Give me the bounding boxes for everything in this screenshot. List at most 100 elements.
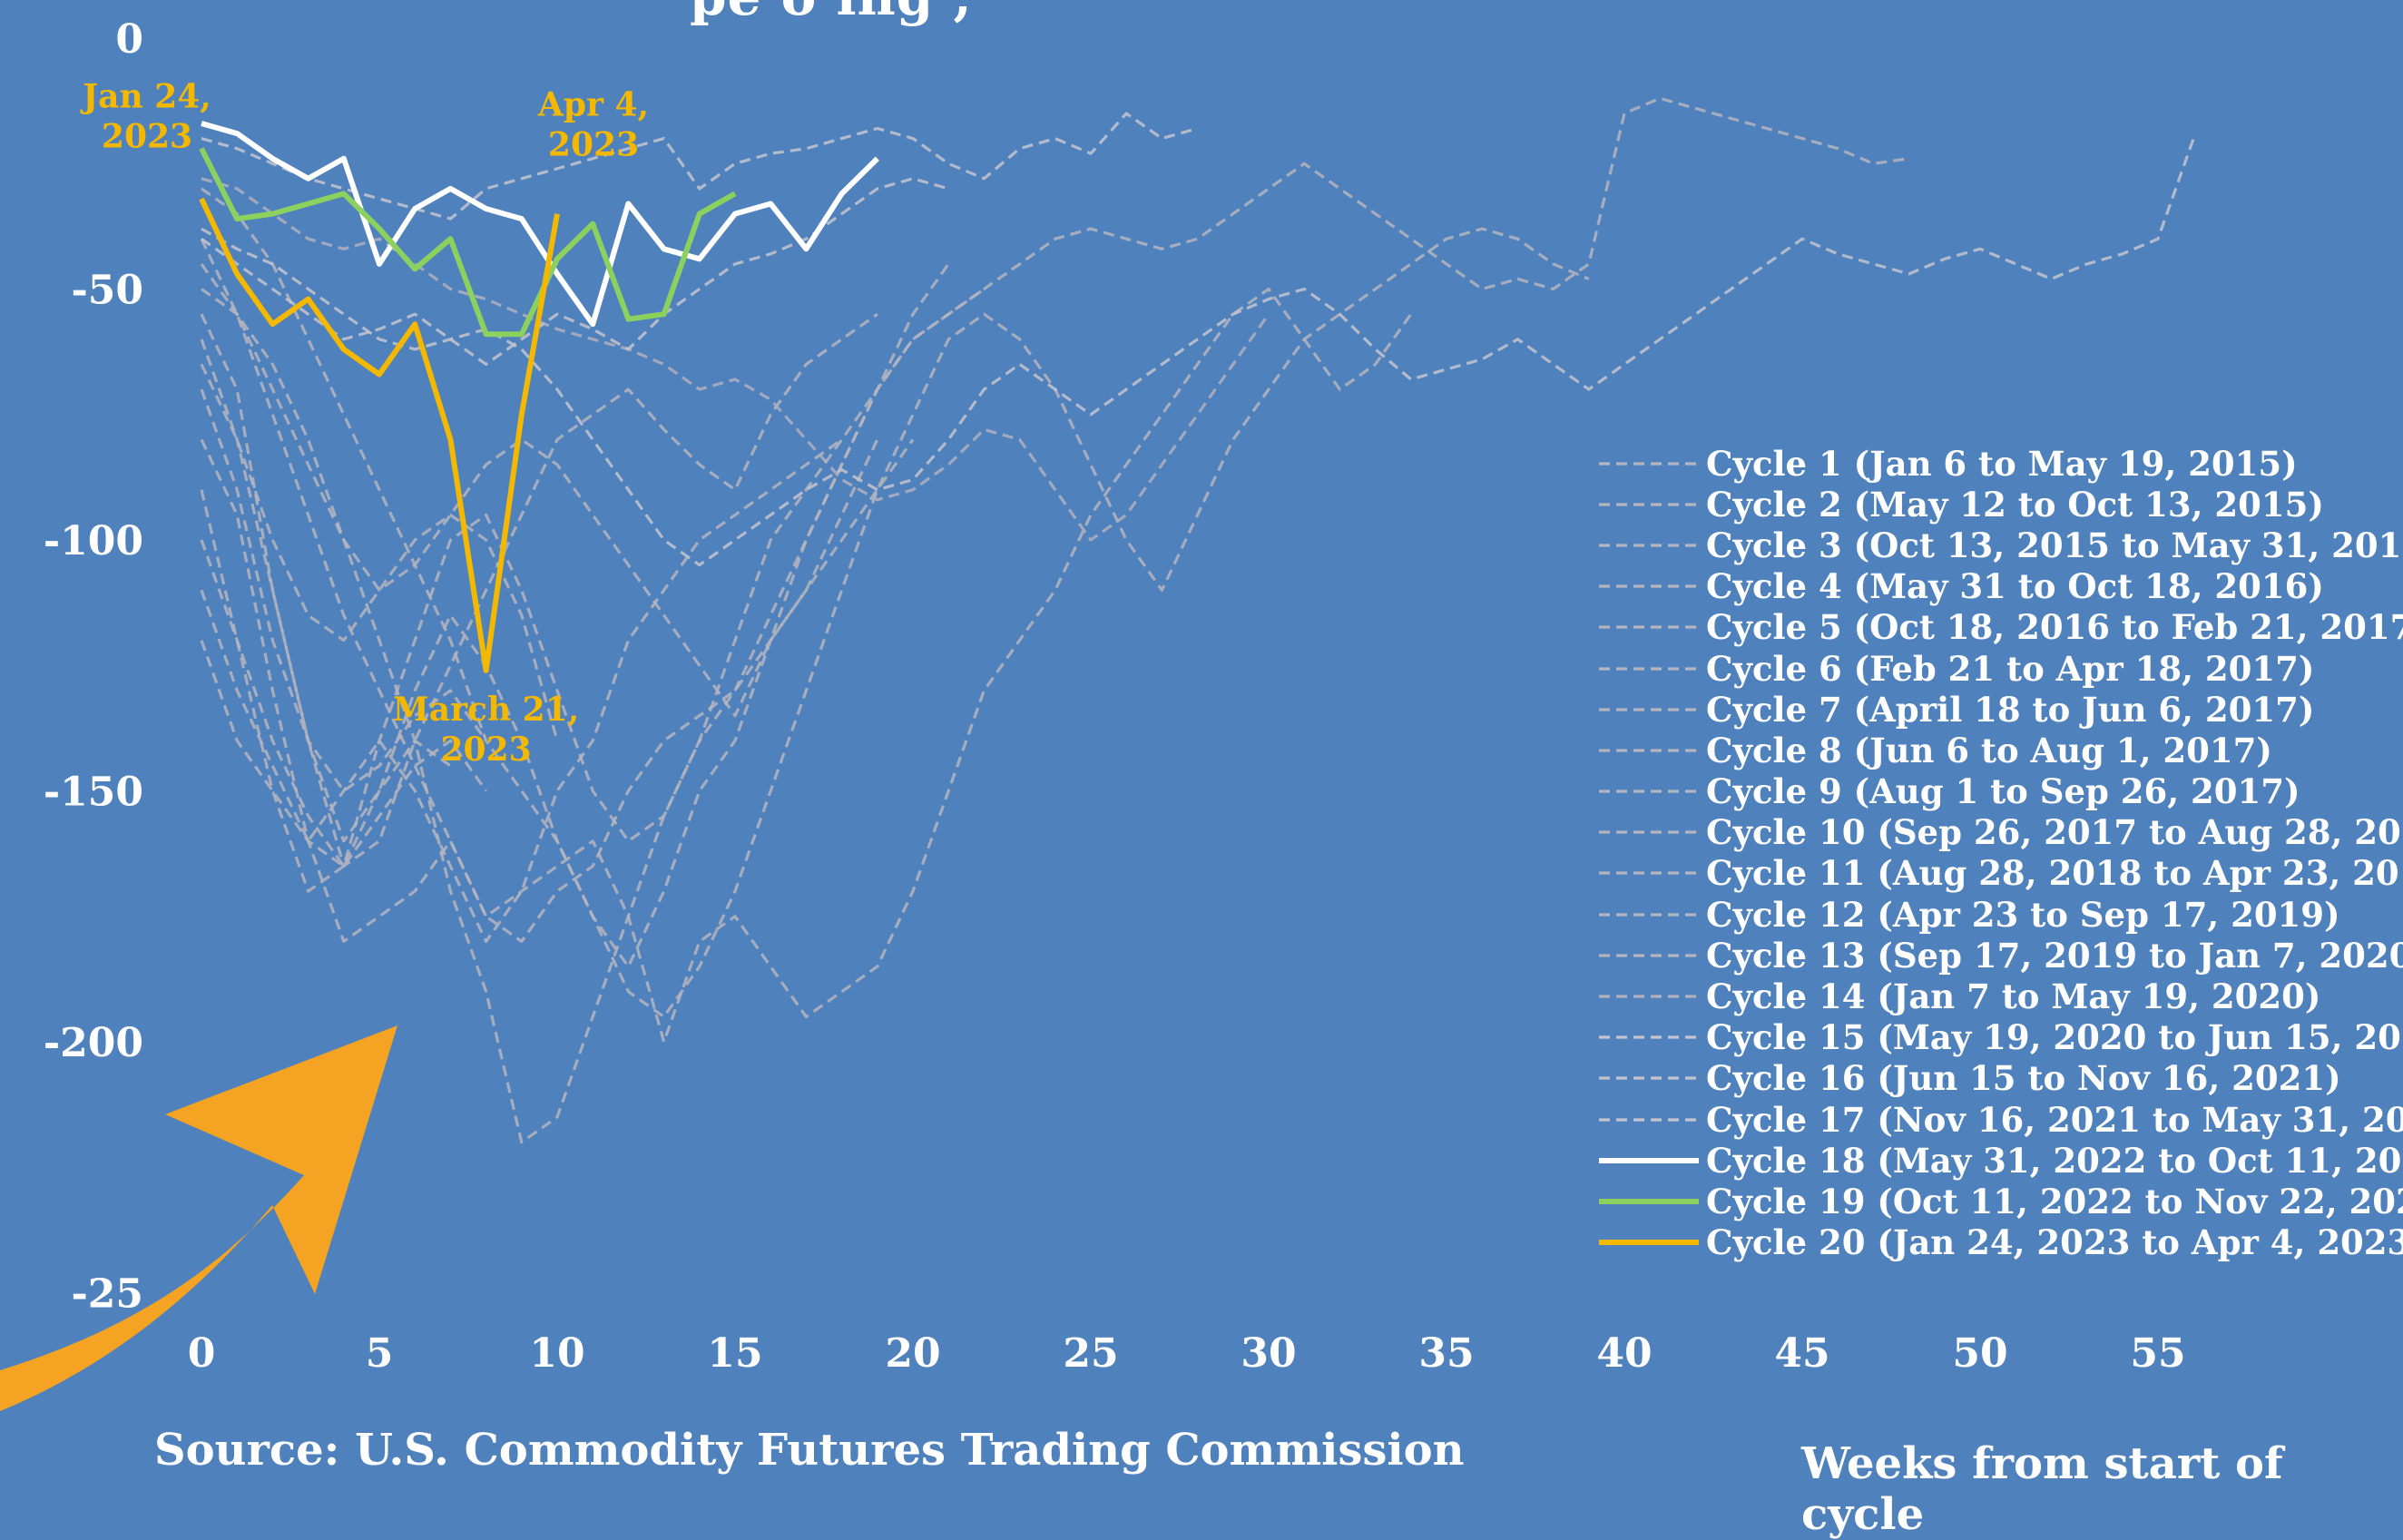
legend-label: Cycle 11 (Aug 28, 2018 to Apr 23, 2019) xyxy=(1706,853,2403,894)
annotation-2: Apr 4, 2023 xyxy=(537,86,649,164)
series-line-4 xyxy=(200,438,879,944)
legend-swatch xyxy=(1599,503,1699,506)
legend-swatch xyxy=(1599,584,1699,588)
y-tick-label: -200 xyxy=(44,1020,143,1066)
legend-label: Cycle 14 (Jan 7 to May 19, 2020) xyxy=(1706,976,2321,1017)
y-tick-label: 0 xyxy=(115,16,143,63)
legend-swatch xyxy=(1599,790,1699,793)
series-line-11 xyxy=(200,238,1413,1044)
legend-swatch xyxy=(1599,1035,1699,1039)
legend-label: Cycle 2 (May 12 to Oct 13, 2015) xyxy=(1706,484,2324,525)
x-axis-title: Weeks from start of cycle xyxy=(1801,1438,2283,1540)
series-line-17 xyxy=(201,112,1199,221)
series-line-9 xyxy=(200,388,487,793)
legend-label: Cycle 16 (Jun 15 to Nov 16, 2021) xyxy=(1706,1058,2341,1099)
legend-label: Cycle 19 (Oct 11, 2022 to Nov 22, 2022) xyxy=(1706,1181,2403,1221)
series-line-20 xyxy=(199,197,560,673)
x-tick-label: 5 xyxy=(366,1330,394,1377)
legend-label: Cycle 18 (May 31, 2022 to Oct 11, 2022) xyxy=(1706,1140,2403,1181)
annotation-1: Jan 24, 2023 xyxy=(80,77,211,155)
legend-item-9: Cycle 9 (Aug 1 to Sep 26, 2017) xyxy=(1599,771,2398,812)
chart-title-fragment: pe o ing , xyxy=(690,0,973,27)
series-line-14 xyxy=(201,177,1270,542)
x-tick-label: 40 xyxy=(1596,1330,1652,1377)
chart-svg: 0 -50 -100 -150 -200 -25 0 5 10 15 20 25 30 35 40 45 50… xyxy=(0,16,2195,1411)
legend-item-18: Cycle 18 (May 31, 2022 to Oct 11, 2022) xyxy=(1599,1140,2403,1181)
series-line-7 xyxy=(200,539,452,868)
x-tick-label: 50 xyxy=(1952,1330,2007,1377)
legend-item-20: Cycle 20 (Jan 24, 2023 to Apr 4, 2023) xyxy=(1599,1222,2403,1263)
x-tick-label: 20 xyxy=(885,1330,940,1377)
y-tick-label: -100 xyxy=(44,518,143,564)
legend-swatch xyxy=(1599,544,1699,547)
series-line-2 xyxy=(200,288,986,893)
series-line-5 xyxy=(200,438,843,944)
legend-swatch xyxy=(1599,708,1699,711)
legend-swatch xyxy=(1599,913,1699,917)
legend-item-17: Cycle 17 (Nov 16, 2021 to May 31, 2022) xyxy=(1599,1099,2403,1140)
annotation-3: March 21, 2023 xyxy=(393,691,579,769)
legend-label: Cycle 7 (April 18 to Jun 6, 2017) xyxy=(1706,689,2315,730)
legend-item-7: Cycle 7 (April 18 to Jun 6, 2017) xyxy=(1599,689,2398,730)
legend-swatch xyxy=(1599,871,1699,876)
legend-item-11: Cycle 11 (Aug 28, 2018 to Apr 23, 2019) xyxy=(1599,853,2403,894)
source-note: Source: U.S. Commodity Futures Trading C… xyxy=(154,1425,1465,1476)
legend-swatch xyxy=(1599,1198,1699,1204)
legend-swatch xyxy=(1599,461,1699,466)
series-line-13 xyxy=(200,262,915,718)
y-axis-ticks: 0 -50 -100 -150 -200 -25 xyxy=(44,16,143,1318)
legend-swatch xyxy=(1599,625,1699,629)
legend-item-5: Cycle 5 (Oct 18, 2016 to Feb 21, 2017) xyxy=(1599,607,2403,648)
series-line-19 xyxy=(199,147,737,338)
legend-swatch xyxy=(1599,1240,1699,1246)
legend-swatch xyxy=(1599,666,1699,671)
legend-label: Cycle 4 (May 31 to Oct 18, 2016) xyxy=(1706,566,2324,607)
y-tick-label: -50 xyxy=(72,268,144,314)
legend-item-2: Cycle 2 (May 12 to Oct 13, 2015) xyxy=(1599,484,2398,525)
x-axis-ticks: 0 5 10 15 20 25 30 35 40 45 50 55 xyxy=(188,1330,2186,1377)
legend-item-4: Cycle 4 (May 31 to Oct 18, 2016) xyxy=(1599,566,2398,607)
series-line-12 xyxy=(201,262,950,1144)
series-layer xyxy=(199,96,2195,1144)
legend-label: Cycle 8 (Jun 6 to Aug 1, 2017) xyxy=(1706,730,2272,770)
x-tick-label: 25 xyxy=(1063,1330,1118,1377)
legend-swatch xyxy=(1599,1157,1699,1163)
x-tick-label: 55 xyxy=(2130,1330,2185,1377)
legend-swatch xyxy=(1599,954,1699,957)
legend-label: Cycle 17 (Nov 16, 2021 to May 31, 2022) xyxy=(1706,1099,2403,1140)
annotations-layer: Jan 24, 2023 Apr 4, 2023 March 21, 2023 xyxy=(80,77,649,768)
legend-label: Cycle 13 (Sep 17, 2019 to Jan 7, 2020) xyxy=(1706,935,2403,976)
legend-swatch xyxy=(1599,830,1699,834)
legend-swatch xyxy=(1599,749,1699,752)
series-line-10 xyxy=(201,187,1590,1019)
legend-label: Cycle 9 (Aug 1 to Sep 26, 2017) xyxy=(1706,771,2300,812)
legend-label: Cycle 10 (Sep 26, 2017 to Aug 28, 2018) xyxy=(1706,812,2403,853)
legend-item-16: Cycle 16 (Jun 15 to Nov 16, 2021) xyxy=(1599,1058,2398,1099)
legend-item-6: Cycle 6 (Feb 21 to Apr 18, 2017) xyxy=(1599,648,2398,689)
x-tick-label: 45 xyxy=(1774,1330,1829,1377)
y-tick-label: -25 xyxy=(72,1271,144,1318)
legend-item-1: Cycle 1 (Jan 6 to May 19, 2015) xyxy=(1599,443,2398,484)
legend-label: Cycle 15 (May 19, 2020 to Jun 15, 2021) xyxy=(1706,1017,2403,1058)
legend-label: Cycle 1 (Jan 6 to May 19, 2015) xyxy=(1706,443,2298,484)
legend-item-15: Cycle 15 (May 19, 2020 to Jun 15, 2021) xyxy=(1599,1017,2403,1058)
legend-item-3: Cycle 3 (Oct 13, 2015 to May 31, 2016) xyxy=(1599,525,2403,565)
series-line-1 xyxy=(200,312,878,868)
legend-label: Cycle 6 (Feb 21 to Apr 18, 2017) xyxy=(1706,648,2315,689)
legend-swatch xyxy=(1599,1076,1699,1081)
x-tick-label: 0 xyxy=(188,1330,216,1377)
orange-arrow xyxy=(0,1025,397,1411)
series-line-6 xyxy=(200,363,559,741)
legend-item-8: Cycle 8 (Jun 6 to Aug 1, 2017) xyxy=(1599,730,2398,770)
legend-label: Cycle 20 (Jan 24, 2023 to Apr 4, 2023) xyxy=(1706,1222,2403,1263)
legend-swatch xyxy=(1599,995,1699,998)
x-tick-label: 15 xyxy=(707,1330,762,1377)
arrow-shape xyxy=(0,1025,397,1411)
y-tick-label: -150 xyxy=(44,770,143,816)
legend-label: Cycle 12 (Apr 23 to Sep 17, 2019) xyxy=(1706,894,2340,935)
x-tick-label: 30 xyxy=(1241,1330,1296,1377)
legend-swatch xyxy=(1599,1117,1699,1122)
legend-label: Cycle 3 (Oct 13, 2015 to May 31, 2016) xyxy=(1706,525,2403,565)
legend-item-14: Cycle 14 (Jan 7 to May 19, 2020) xyxy=(1599,976,2398,1016)
